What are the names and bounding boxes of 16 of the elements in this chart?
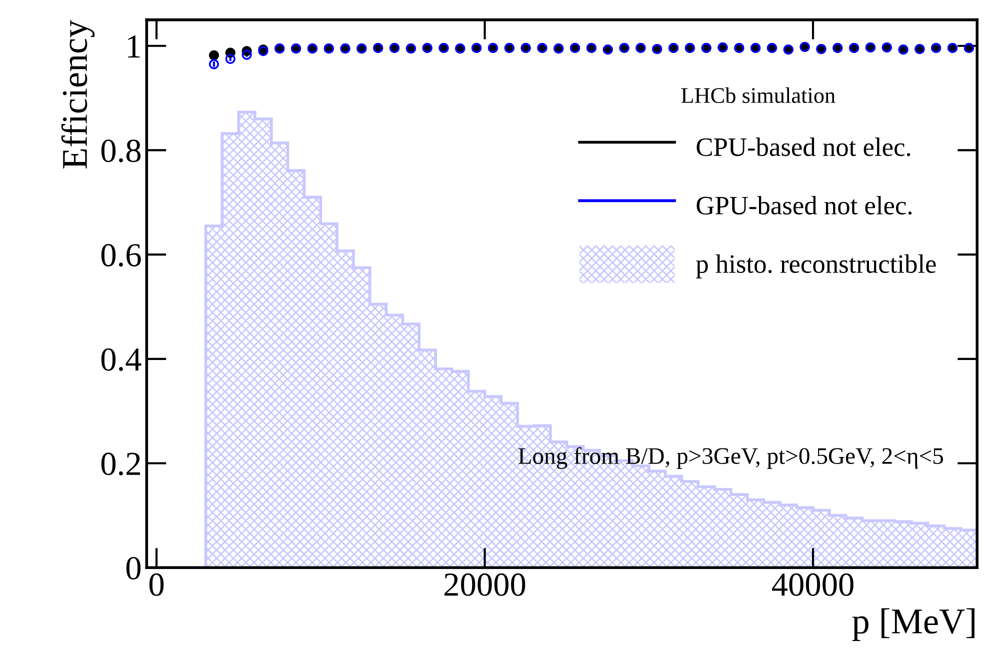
legend-label: GPU-based not elec. <box>696 196 912 215</box>
x-axis-title: p [MeV] <box>852 608 974 641</box>
y-tick-label: 0.6 <box>101 244 141 267</box>
y-tick-label: 0.4 <box>101 348 142 371</box>
y-tick-label: 1 <box>128 35 140 58</box>
y-axis-title: Efficiency <box>61 20 95 168</box>
x-tick-label: 20000 <box>444 573 526 596</box>
legend-title: LHCb simulation <box>681 87 836 104</box>
annotation: Long from B/D, p>3GeV, pt>0.5GeV, 2<η<5 <box>518 447 943 469</box>
x-tick-label: 40000 <box>772 573 854 596</box>
y-tick-label: 0.8 <box>101 140 141 162</box>
legend-label: p histo. reconstructible <box>696 254 936 278</box>
legend-label: CPU-based not elec. <box>696 138 910 156</box>
y-tick-label: 0 <box>126 557 141 580</box>
x-tick-label: 0 <box>149 573 164 596</box>
y-tick-label: 0.2 <box>101 452 140 476</box>
